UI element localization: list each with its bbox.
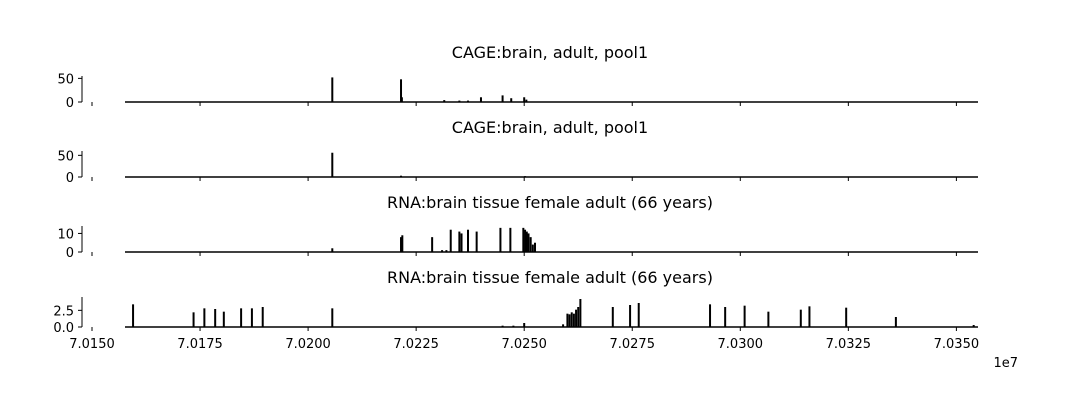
panel-title: CAGE:brain, adult, pool1 — [452, 118, 648, 137]
panel-2: CAGE:brain, adult, pool1 0 50 — [57, 118, 978, 186]
y-tick-label: 50 — [57, 72, 74, 87]
panel-1: CAGE:brain, adult, pool1 0 50 — [57, 43, 978, 111]
y-tick-label: 2.5 — [53, 304, 74, 319]
panel-title: RNA:brain tissue female adult (66 years) — [387, 268, 713, 287]
y-tick-label: 0 — [66, 171, 74, 186]
x-tick-label: 7.0150 — [69, 337, 115, 352]
x-tick-label: 7.0275 — [609, 337, 655, 352]
y-tick-label: 10 — [57, 227, 74, 242]
x-tick-label: 7.0200 — [285, 337, 331, 352]
y-tick-label: 0 — [66, 246, 74, 261]
x-tick-label: 7.0350 — [934, 337, 980, 352]
x-tick-label: 7.0175 — [177, 337, 223, 352]
panel-4: RNA:brain tissue female adult (66 years)… — [53, 268, 978, 336]
x-tick-label: 7.0300 — [718, 337, 764, 352]
y-tick-label: 0.0 — [53, 321, 74, 336]
panel-title: RNA:brain tissue female adult (66 years) — [387, 193, 713, 212]
panel-3: RNA:brain tissue female adult (66 years)… — [57, 193, 978, 261]
panel-title: CAGE:brain, adult, pool1 — [452, 43, 648, 62]
x-tick-label: 7.0250 — [501, 337, 547, 352]
y-tick-label: 50 — [57, 149, 74, 164]
y-tick-label: 0 — [66, 96, 74, 111]
x-offset-label: 1e7 — [993, 356, 1018, 371]
x-tick-label: 7.0225 — [393, 337, 439, 352]
x-tick-label: 7.0325 — [826, 337, 872, 352]
